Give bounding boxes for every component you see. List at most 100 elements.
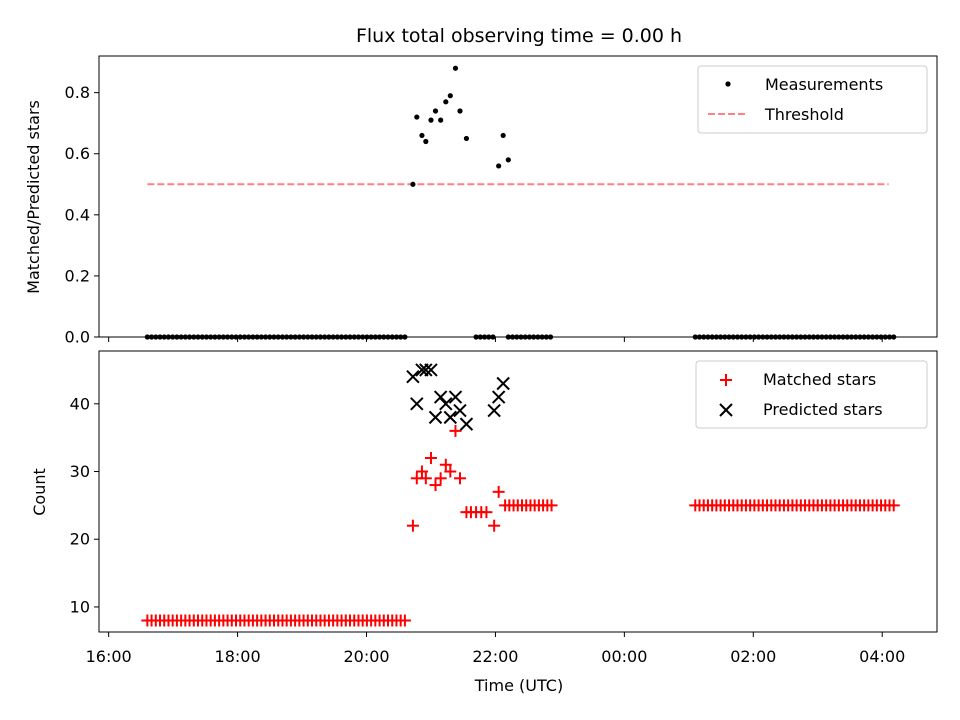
measurement-point	[886, 334, 893, 340]
measurement-point	[157, 334, 163, 340]
top-ytick-label: 0.0	[65, 328, 90, 347]
measurement-point	[522, 334, 528, 340]
matched-star-point	[453, 472, 466, 485]
measurement-point	[161, 334, 167, 340]
measurement-point	[696, 334, 703, 340]
measurement-point	[722, 334, 728, 340]
measurement-point	[250, 334, 256, 340]
measurement-point	[539, 334, 545, 340]
measurement-point	[258, 334, 264, 340]
measurement-point	[186, 334, 193, 340]
measurement-point	[878, 334, 884, 340]
measurement-point	[452, 65, 459, 71]
measurement-point	[317, 334, 324, 340]
measurement-point	[212, 334, 218, 340]
measurement-point	[526, 334, 533, 340]
measurement-point	[802, 334, 808, 340]
measurement-point	[254, 334, 260, 340]
measurement-point	[393, 334, 400, 340]
measurement-point	[237, 334, 243, 340]
measurement-point	[246, 334, 252, 340]
measurement-point	[398, 334, 404, 340]
measurement-point	[891, 334, 897, 340]
measurement-point	[457, 108, 463, 114]
predicted-star-point	[419, 363, 433, 377]
measurement-point	[853, 334, 859, 340]
measurement-point	[262, 334, 269, 340]
measurement-point	[381, 334, 387, 340]
measurement-point	[477, 334, 483, 340]
measurement-point	[216, 334, 222, 340]
chart-title: Flux total observing time = 0.00 h	[356, 25, 682, 47]
top-ytick-label: 0.2	[65, 266, 90, 285]
legend-predicted-marker	[719, 403, 733, 417]
measurement-point	[364, 334, 370, 340]
measurement-point	[220, 334, 226, 340]
measurement-point	[300, 334, 307, 340]
measurement-point	[241, 334, 248, 340]
top-subplot: 0.0 0.2 0.4 0.6 0.8	[65, 55, 938, 347]
matched-star-point	[887, 499, 900, 512]
measurement-point	[518, 334, 524, 340]
measurement-point	[351, 334, 357, 340]
bottom-ytick-label: 10	[70, 597, 90, 616]
measurement-point	[428, 117, 434, 123]
measurement-point	[543, 334, 549, 340]
measurement-point	[355, 334, 362, 340]
measurement-point	[326, 334, 332, 340]
measurement-point	[443, 99, 449, 105]
measurement-point	[438, 117, 444, 123]
measurement-point	[292, 334, 298, 340]
xtick-label: 16:00	[86, 647, 132, 666]
xtick-label: 18:00	[215, 647, 261, 666]
measurement-point	[827, 334, 833, 340]
measurement-point	[726, 334, 732, 340]
measurement-point	[505, 157, 511, 163]
measurement-point	[305, 334, 311, 340]
measurement-point	[785, 334, 791, 340]
measurement-point	[509, 334, 516, 340]
measurement-point	[191, 334, 197, 340]
measurement-point	[874, 334, 880, 340]
predicted-star-point	[459, 417, 474, 431]
measurement-point	[224, 334, 231, 340]
measurement-point	[481, 334, 488, 340]
measurement-point	[178, 334, 184, 340]
measurement-point	[170, 334, 176, 340]
measurement-point	[288, 334, 294, 340]
measurement-point	[713, 334, 719, 340]
predicted-star-point	[439, 397, 453, 411]
measurement-point	[360, 334, 366, 340]
measurement-point	[275, 334, 281, 340]
measurement-point	[734, 334, 741, 340]
measurement-point	[857, 334, 863, 340]
measurement-point	[865, 334, 871, 340]
measurement-point	[547, 334, 554, 340]
matched-star-point	[434, 472, 447, 485]
top-ytick-label: 0.6	[65, 144, 90, 163]
predicted-star-point	[410, 397, 424, 411]
measurement-point	[165, 334, 172, 340]
measurement-point	[338, 334, 345, 340]
top-legend: Measurements Threshold	[697, 65, 928, 134]
measurement-point	[819, 334, 825, 340]
measurement-point	[815, 334, 821, 340]
matched-star-point	[398, 614, 411, 627]
measurement-point	[709, 334, 715, 340]
measurement-point	[806, 334, 812, 340]
measurement-point	[882, 334, 888, 340]
measurement-point	[730, 334, 736, 340]
measurement-point	[385, 334, 391, 340]
matched-star-point	[424, 451, 437, 464]
measurement-point	[419, 132, 425, 139]
measurement-point	[199, 334, 205, 340]
predicted-star-point	[487, 403, 501, 418]
xtick-label: 04:00	[859, 647, 905, 666]
top-ytick-label: 0.4	[65, 205, 90, 224]
measurement-point	[343, 334, 349, 340]
measurement-point	[535, 334, 541, 340]
bottom-axes-frame	[98, 350, 938, 633]
bottom-y-axis-label: Count	[30, 468, 49, 516]
predicted-star-point	[448, 390, 463, 404]
measurement-point	[861, 334, 867, 340]
